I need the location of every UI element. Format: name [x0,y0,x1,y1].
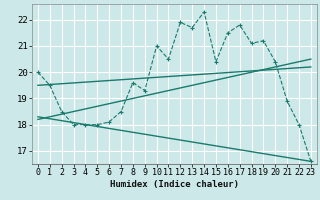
X-axis label: Humidex (Indice chaleur): Humidex (Indice chaleur) [110,180,239,189]
